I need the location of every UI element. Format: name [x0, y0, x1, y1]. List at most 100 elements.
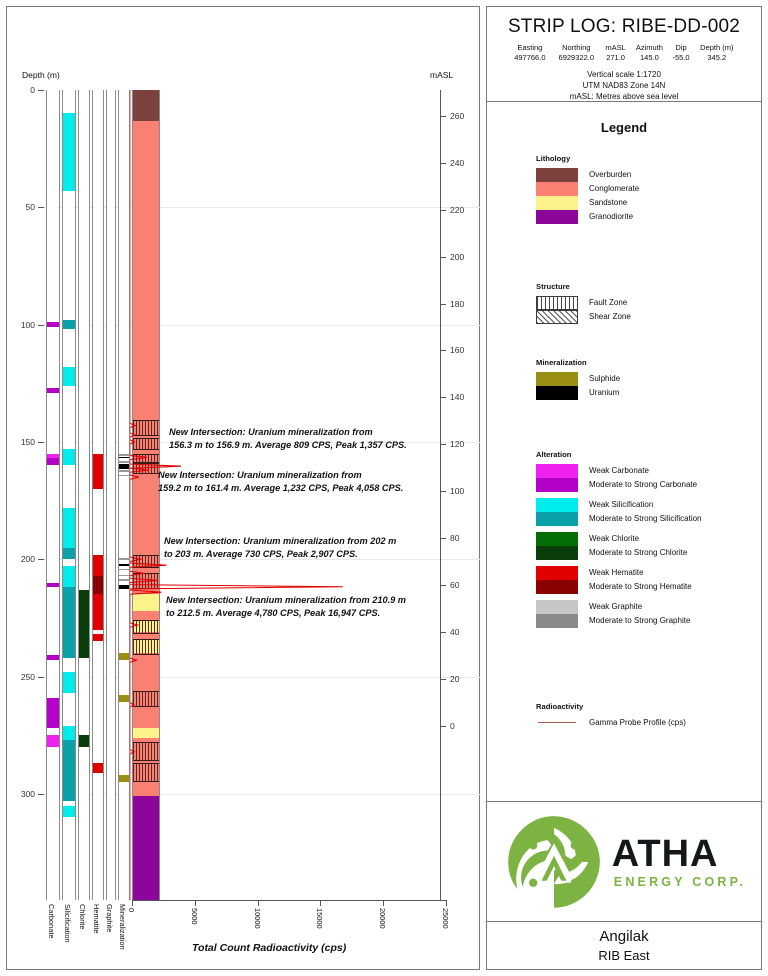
gridline: [44, 324, 480, 326]
track-header-hematite: Hematite: [92, 904, 101, 934]
lithology-interval: [133, 728, 159, 738]
track-header-silicification: Silicification: [63, 904, 72, 943]
legend-item: Weak Carbonate: [536, 464, 702, 478]
mineralization-interval: [119, 456, 129, 459]
annotation-line: 159.2 m to 161.4 m. Average 1,232 CPS, P…: [158, 482, 404, 493]
legend-item-label: Weak Silicification: [589, 500, 654, 509]
legend-color-swatch: [536, 546, 578, 560]
masl-tick: [441, 162, 446, 164]
alteration-interval: [63, 319, 75, 330]
project-footer: Angilak RIB East: [486, 921, 762, 970]
masl-tick: [441, 303, 446, 305]
masl-tick-label: 200: [450, 251, 465, 262]
alteration-interval: [93, 594, 103, 630]
alteration-interval: [79, 589, 89, 658]
cps-tick-label: 15000: [315, 908, 325, 929]
depth-tick: [38, 90, 44, 91]
masl-tick-label: 40: [450, 627, 460, 638]
annotation-line: 156.3 m to 156.9 m. Average 809 CPS, Pea…: [169, 439, 407, 450]
mineralization-trace: [119, 579, 129, 581]
alteration-interval: [47, 458, 59, 466]
alteration-interval: [63, 449, 75, 466]
legend-color-swatch: [536, 614, 578, 628]
metadata-header-cell: Depth (m): [700, 43, 734, 52]
masl-axis: 260 240 220 200 180 160 140 120 100 80 60 40 20 0: [440, 90, 487, 900]
alteration-interval: [63, 587, 75, 658]
legend-color-swatch: [536, 196, 578, 210]
depth-tick: [38, 559, 44, 561]
cps-tick-label: 5000: [189, 908, 199, 925]
track-hematite: [92, 90, 104, 900]
mineralization-interval: [119, 563, 129, 567]
project-area: RIB East: [598, 948, 650, 963]
mineralization-trace: [119, 470, 129, 472]
legend-item: Weak Graphite: [536, 600, 702, 614]
page-title: STRIP LOG: RIBE-DD-002: [507, 16, 741, 37]
cps-tick: [257, 900, 259, 906]
mineralization-interval: [119, 463, 129, 469]
alteration-interval: [47, 735, 59, 747]
legend-item-label: Fault Zone: [589, 298, 628, 307]
masl-tick-label: 260: [450, 110, 465, 121]
masl-tick: [441, 256, 446, 258]
masl-tick-label: 120: [450, 439, 465, 450]
depth-tick: [38, 324, 44, 326]
alteration-interval: [63, 725, 75, 740]
masl-tick-label: 160: [450, 345, 465, 356]
masl-tick-label: 60: [450, 580, 460, 591]
depth-axis: 0 50 100 150 200 250 300: [21, 85, 44, 900]
legend-color-swatch: [536, 182, 578, 196]
cps-axis-title: Total Count Radioactivity (cps): [192, 942, 347, 954]
alteration-interval: [63, 805, 75, 818]
track-header-graphite: Graphite: [105, 904, 114, 933]
legend-item-label: Moderate to Strong Graphite: [589, 616, 691, 625]
gridline: [44, 207, 480, 209]
masl-tick-label: 100: [450, 486, 465, 497]
alteration-interval: [93, 554, 103, 576]
structure-interval: [133, 690, 159, 707]
masl-tick-label: 140: [450, 392, 465, 403]
masl-tick-label: 20: [450, 673, 460, 684]
legend-item: Moderate to Strong Carbonate: [536, 478, 702, 492]
cps-tick: [446, 900, 447, 906]
legend-color-swatch: [536, 372, 578, 386]
mineralization-interval: [119, 695, 129, 703]
legend-item: Sulphide: [536, 372, 620, 386]
masl-tick: [441, 491, 446, 493]
metadata-header-cell: Azimuth: [635, 43, 663, 52]
gridline: [44, 559, 480, 561]
depth-tick-label: 50: [25, 202, 35, 213]
track-silicification: [62, 90, 76, 900]
legend-item-label: Conglomerate: [589, 184, 640, 193]
cps-tick-label: 0: [127, 908, 136, 913]
project-name: Angilak: [599, 928, 649, 945]
legend-item: Moderate to Strong Hematite: [536, 580, 702, 594]
legend-fault-hatch-swatch: [536, 296, 578, 310]
track-header-carbonate: Carbonate: [47, 904, 56, 939]
legend-item: Shear Zone: [536, 310, 631, 324]
legend-item-label: Sulphide: [589, 374, 621, 383]
metadata-value-cell: 6929322.0: [558, 53, 594, 62]
metadata-value-cell: -55.0: [672, 53, 690, 62]
annotation-line: New Intersection: Uranium mineralization…: [164, 536, 397, 546]
title-subtext-line: mASL: Metres above sea level: [569, 92, 679, 101]
alteration-interval: [63, 366, 75, 386]
legend-item: Uranium: [536, 386, 620, 400]
structure-interval: [133, 620, 159, 635]
track-chlorite: [78, 90, 90, 900]
legend-color-swatch: [536, 512, 578, 526]
structure-interval: [133, 763, 159, 782]
legend-title: Legend: [600, 120, 648, 135]
strip-log-plot: Depth (m) mASL 0 50 100 150 200 250 300 260 240…: [6, 6, 480, 970]
legend-item-label: Granodiorite: [589, 212, 634, 221]
mineralization-trace: [119, 454, 129, 456]
legend-color-swatch: [536, 580, 578, 594]
cps-axis-line: [132, 900, 446, 901]
legend-item-label: Moderate to Strong Chlorite: [589, 548, 688, 557]
metadata-header-cell: mASL: [605, 43, 626, 52]
legend-color-swatch: [536, 600, 578, 614]
alteration-interval: [63, 739, 75, 801]
alteration-interval: [63, 671, 75, 694]
masl-tick: [441, 444, 446, 446]
intersection-annotation: New Intersection: Uranium mineralization…: [169, 426, 407, 451]
